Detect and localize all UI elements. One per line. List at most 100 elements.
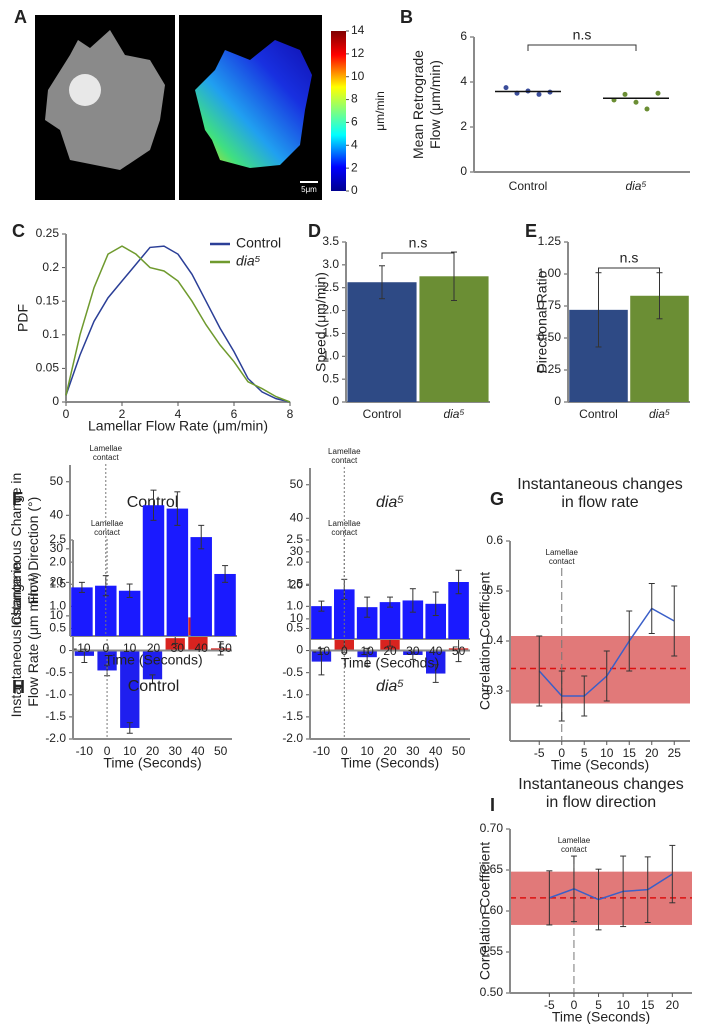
baseline-band [510,636,690,704]
y-tick-label: 1.0 [286,599,303,613]
y-axis-label: Correlation Coefficient [477,842,493,980]
bar [402,600,424,639]
x-tick-label: 6 [231,407,238,421]
event-label: Lamellae [546,548,579,557]
y-tick-label: 0.25 [538,362,562,376]
x-tick-label: 20 [147,641,161,655]
x-tick-label: 50 [214,744,228,758]
event-label: Lamellae [328,447,361,456]
y-tick-label: 0 [460,164,467,178]
x-tick-label: 10 [600,746,614,760]
x-tick-label: 30 [169,744,183,758]
colorbar-tick-label: 8 [351,92,358,106]
event-label: Lamellae [91,519,124,528]
x-tick-label: dia⁵ [443,407,464,421]
significance-label: n.s [409,235,428,251]
y-tick-label: 0.25 [36,226,60,240]
event-label: contact [94,528,121,537]
x-tick-label: -5 [534,746,545,760]
x-tick-label: 10 [123,641,137,655]
x-tick-label: 0 [104,744,111,758]
panel-label: E [525,221,537,241]
x-tick-label: -10 [313,644,331,658]
panel-label: I [490,795,495,815]
bar [142,650,163,680]
y-tick-label: -2.0 [45,731,66,745]
x-tick-label: 0 [571,998,578,1012]
bar [118,590,141,636]
colorbar-tick-label: 10 [351,69,365,83]
x-tick-label: 30 [406,744,420,758]
x-tick-label: 0 [102,641,109,655]
panel-label: A [14,7,27,27]
y-tick-label: 30 [290,544,304,558]
bar [190,537,212,636]
x-tick-label: 40 [195,641,209,655]
event-label: contact [561,845,588,854]
y-tick-label: 0.3 [486,683,503,697]
y-tick-label: -1.0 [282,687,303,701]
y-tick-label: -2.0 [282,731,303,745]
x-tick-label: 0 [341,744,348,758]
y-tick-label: 1.25 [538,234,562,248]
y-tick-label: 4 [460,74,467,88]
data-point [503,85,509,91]
chart-title: dia⁵ [376,494,404,511]
data-line [549,873,673,901]
significance-label: n.s [620,250,639,266]
colorbar-label: μm/min [373,91,387,131]
y-tick-label: 0.65 [480,862,504,876]
y-tick-label: 0.5 [322,371,339,385]
x-axis-label: Time (Seconds) [552,1009,650,1024]
scale-bar-label: 5μm [301,185,317,194]
data-line [65,245,291,403]
event-label: Lamellae [90,444,123,453]
y-tick-label: 1.5 [49,576,66,590]
y-tick-label: 0 [554,394,561,408]
y-tick-label: 20 [50,575,64,589]
chart-title: dia⁵ [376,678,404,695]
y-tick-label: 2.5 [286,532,303,546]
y-tick-label: -1.0 [45,687,66,701]
y-axis-label: Flow Rate (μm min⁻¹) [25,572,41,706]
x-tick-label: 2 [119,407,126,421]
bar [71,587,93,636]
y-tick-label: 0 [52,394,59,408]
y-tick-label: 40 [50,507,64,521]
y-axis-label: Flow (μm/min) [427,60,443,149]
y-tick-label: 2.0 [286,554,303,568]
bar [95,585,117,636]
y-tick-label: 0.5 [486,583,503,597]
colorbar-tick-label: 4 [351,137,358,151]
panel-label: B [400,7,413,27]
x-axis-label: Time (Seconds) [551,757,649,773]
data-point [536,91,542,97]
x-tick-label: 10 [360,744,374,758]
y-tick-label: -1.5 [282,709,303,723]
y-tick-label: 0.1 [42,327,59,341]
x-tick-label: -10 [313,744,331,758]
x-axis-label: Time (Seconds) [341,755,439,771]
y-tick-label: 1.5 [286,576,303,590]
bar [347,282,417,402]
y-tick-label: 0 [59,643,66,657]
bar [356,607,378,639]
x-tick-label: 5 [581,746,588,760]
x-tick-label: 20 [146,744,160,758]
y-axis-label: Instantaneous Change in [8,473,24,629]
y-tick-label: 0 [296,643,303,657]
y-tick-label: -1.5 [45,709,66,723]
legend-label: dia⁵ [236,253,261,269]
y-tick-label: 0.4 [486,633,503,647]
y-tick-label: 1.5 [322,326,339,340]
y-tick-label: -0.5 [45,665,66,679]
y-tick-label: 0.5 [49,621,66,635]
x-tick-label: -10 [76,744,94,758]
y-tick-label: 6 [460,29,467,43]
x-tick-label: 40 [191,744,205,758]
y-tick-label: 0 [332,394,339,408]
data-point [622,91,628,97]
y-tick-label: 0.6 [486,533,503,547]
y-tick-label: 40 [290,510,304,524]
colorbar-tick-label: 12 [351,46,365,60]
